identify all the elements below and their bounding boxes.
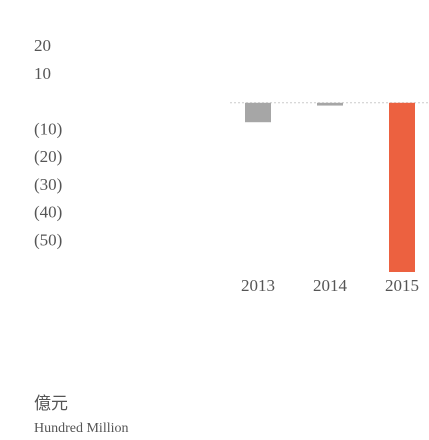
y-tick-label: (30) [34,175,62,194]
bar [317,102,343,106]
y-tick-label: (10) [34,119,62,138]
x-tick-label: 2013 [241,276,275,295]
y-tick-label: (40) [34,203,62,222]
bar [245,102,271,123]
unit-label: 億元 [34,394,68,413]
y-tick-label: 10 [34,64,51,83]
y-tick-label: (50) [34,230,62,249]
x-tick-label: 2014 [313,276,348,295]
y-tick-label: (20) [34,147,62,166]
x-tick-label: 2015 [385,276,419,295]
unit-label-en: Hundred Million [34,421,129,436]
y-tick-label: 20 [34,36,51,55]
bar [389,102,415,272]
